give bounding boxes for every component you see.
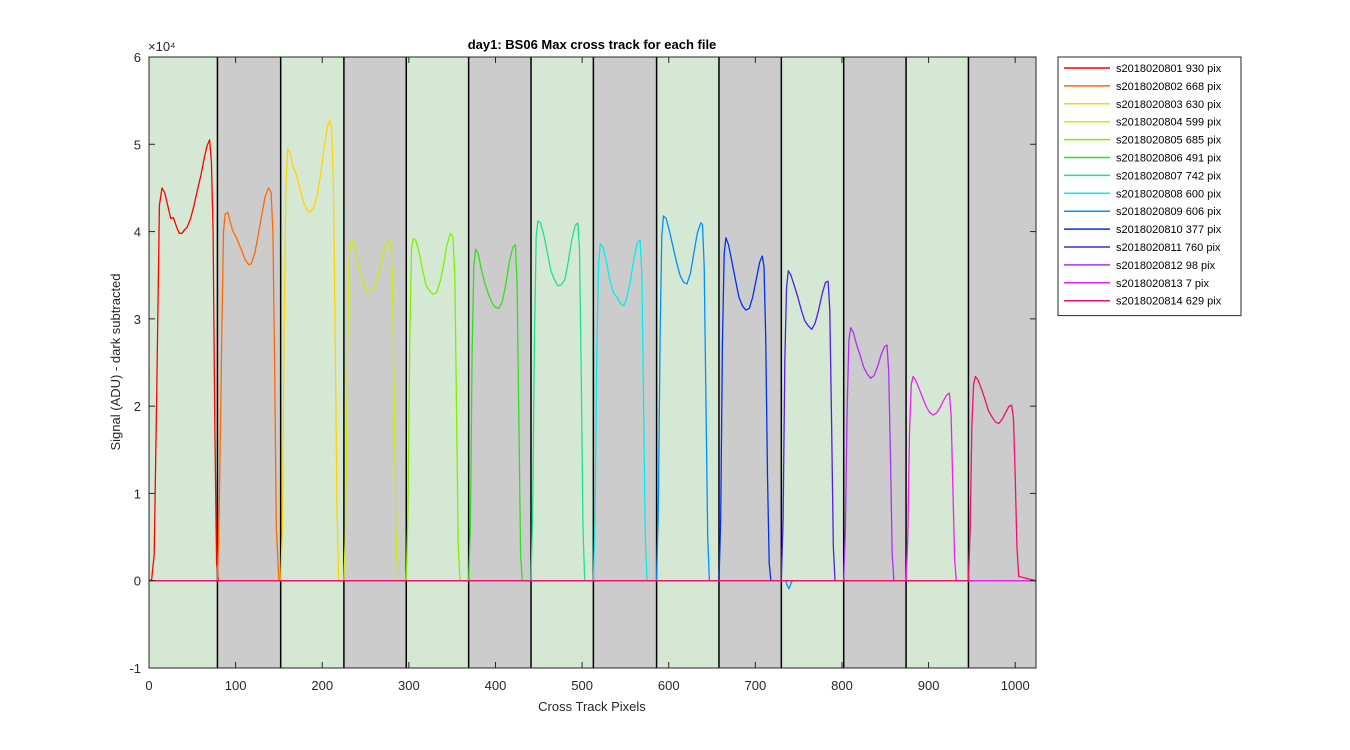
y-exponent-label: ×10⁴	[148, 39, 176, 54]
background-band	[280, 57, 344, 668]
legend-entry-13: s2018020813 7 pix	[1116, 278, 1209, 290]
legend-entry-11: s2018020811 760 pix	[1116, 242, 1221, 254]
background-band	[843, 57, 907, 668]
y-tick-label: 2	[134, 399, 141, 414]
x-tick-label: 700	[744, 678, 766, 693]
background-bands	[149, 57, 1036, 668]
background-band	[906, 57, 969, 668]
legend-entry-2: s2018020802 668 pix	[1116, 81, 1222, 93]
y-tick-label: 1	[134, 486, 141, 501]
background-band	[781, 57, 844, 668]
legend-entry-10: s2018020810 377 pix	[1116, 224, 1222, 236]
x-tick-label: 600	[658, 678, 680, 693]
series-line-7	[149, 220, 1036, 582]
series-line-2	[149, 187, 1036, 582]
axes-layer: 0 100 200 300 400 500 600 700 800 900 1000 -1 0 1 2 3 4 5…	[129, 50, 1037, 693]
legend-entry-6: s2018020806 491 pix	[1116, 153, 1222, 165]
y-tick-label: 5	[134, 137, 141, 152]
x-tick-label: 100	[225, 678, 247, 693]
x-tick-label: 1000	[1001, 678, 1030, 693]
legend-entry-8: s2018020808 600 pix	[1116, 188, 1222, 200]
background-band	[530, 57, 594, 668]
background-band	[968, 57, 1036, 668]
legend-entry-12: s2018020812 98 pix	[1116, 260, 1216, 272]
legend-entry-7: s2018020807 742 pix	[1116, 170, 1222, 182]
plot-frame	[148, 56, 1037, 669]
background-band	[406, 57, 469, 668]
series-line-8	[149, 239, 1036, 582]
background-band	[343, 57, 407, 668]
legend-entry-5: s2018020805 685 pix	[1116, 135, 1222, 147]
series-line-14	[149, 375, 1037, 582]
series-line-4	[149, 239, 1036, 582]
series-line-9	[149, 215, 1036, 590]
x-tick-label: 800	[831, 678, 853, 693]
y-axis-label: Signal (ADU) - dark subtracted	[108, 273, 123, 450]
legend-entry-1: s2018020801 930 pix	[1116, 63, 1222, 75]
chart-title: day1: BS06 Max cross track for each file	[468, 37, 717, 52]
y-tick-label: -1	[129, 661, 141, 676]
x-tick-label: 0	[145, 678, 152, 693]
background-band	[718, 57, 782, 668]
legend: s2018020801 930 pix s2018020802 668 pix s2…	[1057, 56, 1242, 317]
background-band	[468, 57, 531, 668]
x-tick-label: 200	[311, 678, 333, 693]
x-tick-label: 400	[485, 678, 507, 693]
x-axis-label: Cross Track Pixels	[538, 699, 646, 714]
y-tick-label: 6	[134, 50, 141, 65]
series-line-13	[149, 375, 1036, 582]
y-tick-label: 4	[134, 225, 141, 240]
legend-entry-14: s2018020814 629 pix	[1116, 296, 1222, 308]
background-band	[149, 57, 218, 668]
series-line-1	[148, 139, 1036, 582]
background-band	[217, 57, 281, 668]
series-layer	[148, 120, 1037, 590]
series-line-6	[149, 244, 1036, 582]
x-tick-label: 500	[571, 678, 593, 693]
legend-entry-4: s2018020804 599 pix	[1116, 117, 1222, 129]
series-line-5	[149, 232, 1036, 582]
y-tick-label: 3	[134, 312, 141, 327]
legend-entry-9: s2018020809 606 pix	[1116, 206, 1222, 218]
series-line-11	[149, 270, 1036, 582]
x-tick-label: 300	[398, 678, 420, 693]
legend-entry-3: s2018020803 630 pix	[1116, 99, 1222, 111]
series-line-3	[149, 120, 1036, 582]
series-line-12	[149, 326, 1036, 582]
y-tick-label: 0	[134, 574, 141, 589]
legend-box	[1057, 56, 1242, 317]
x-tick-label: 900	[918, 678, 940, 693]
series-line-10	[149, 237, 1036, 582]
